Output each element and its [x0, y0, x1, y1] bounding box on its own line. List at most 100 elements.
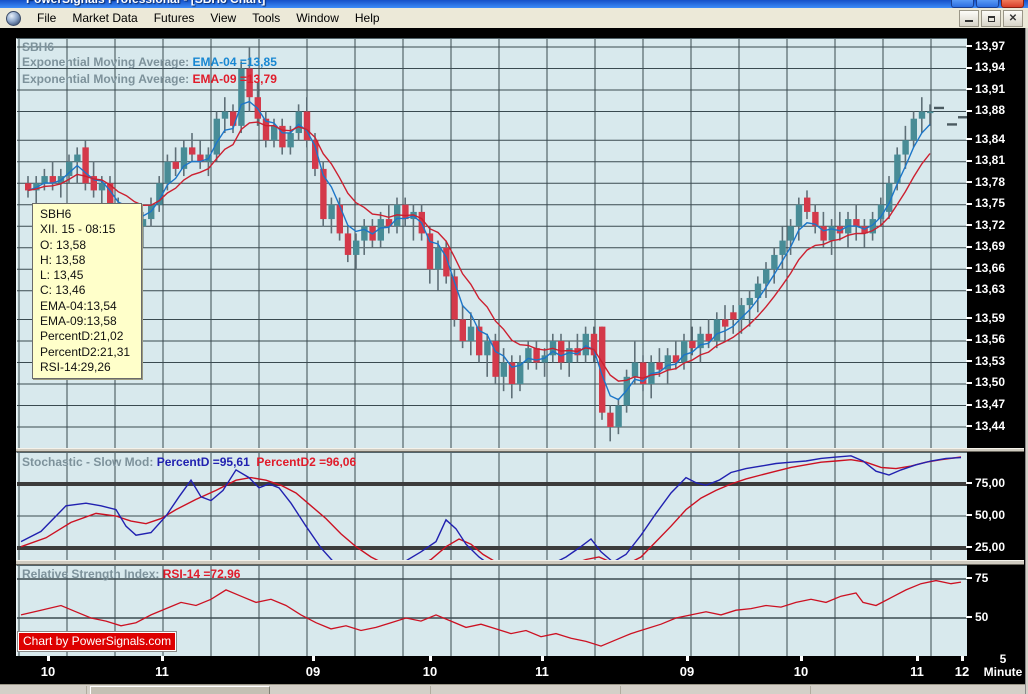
window-right-frame [1025, 28, 1028, 694]
price-tick [966, 381, 972, 384]
ema-slow-header: Exponential Moving Average: EMA-09 =13,7… [22, 72, 277, 86]
scrollbar-divider [620, 686, 621, 694]
menu-items: File Market Data Futures View Tools Window Hel… [29, 11, 388, 25]
price-tick [966, 202, 972, 205]
time-axis-label: 11 [535, 664, 549, 679]
stoch-tick [966, 482, 972, 484]
panel-splitter-top[interactable] [16, 448, 1024, 452]
price-axis-label: 13,75 [975, 196, 1006, 211]
title-bar[interactable]: PowerSignals Professional - [SBH6 Chart] [0, 0, 1028, 8]
tooltip-line: EMA-04:13,54 [40, 298, 117, 313]
price-axis-label: 13,72 [975, 217, 1006, 232]
time-tick [686, 656, 689, 661]
ema-fast-header: Exponential Moving Average: EMA-04 =13,8… [22, 55, 277, 69]
price-axis-label: 13,66 [975, 260, 1006, 275]
chart-area: SBH6 Exponential Moving Average: EMA-04 … [0, 28, 1025, 684]
ema-slow-label: Exponential Moving Average: [22, 72, 190, 86]
candlestick-chart[interactable] [16, 38, 967, 449]
rsi-label: Relative Strength Index: [22, 567, 160, 581]
close-icon: ✕ [1008, 12, 1018, 24]
scrollbar-divider [430, 686, 431, 694]
stoch-axis-label: 25,00 [975, 539, 1006, 554]
data-tooltip: SBH6 XII. 15 - 08:15 O: 13,58 H: 13,58 L: 13… [32, 203, 142, 380]
stoch-axis-label: 75,00 [975, 475, 1006, 490]
menu-item-market-data[interactable]: Market Data [72, 11, 138, 25]
window-minimize-button[interactable] [951, 0, 974, 8]
scrollbar-divider [810, 686, 811, 694]
price-axis-label: 13,88 [975, 103, 1006, 118]
price-axis-label: 13,59 [975, 310, 1006, 325]
price-axis-label: 13,97 [975, 38, 1006, 53]
mdi-close-button[interactable]: ✕ [1003, 10, 1023, 27]
price-axis-label: 13,91 [975, 81, 1006, 96]
price-axis-label: 13,78 [975, 174, 1006, 189]
time-axis-label: 10 [422, 664, 438, 679]
tooltip-line: SBH6 [40, 207, 72, 221]
stochastic-chart[interactable] [16, 452, 967, 561]
minimize-icon [965, 13, 973, 22]
price-tick [966, 317, 972, 320]
price-axis-label: 13,81 [975, 153, 1006, 168]
price-tick [966, 403, 972, 406]
tooltip-line: RSI-14:29,26 [40, 359, 111, 374]
tooltip-line: C: 13,46 [40, 283, 86, 298]
menu-item-view[interactable]: View [210, 11, 237, 25]
price-tick [966, 288, 972, 291]
symbol-label: SBH6 [22, 40, 55, 54]
window-maximize-button[interactable] [976, 0, 999, 8]
stochastic-label: Stochastic - Slow Mod: [22, 455, 154, 469]
time-axis-label: 12 [954, 664, 970, 679]
time-axis-label: 11 [910, 664, 924, 679]
price-axis-label: 13,56 [975, 332, 1006, 347]
window-controls [951, 0, 1024, 8]
price-tick [966, 338, 972, 341]
mdi-restore-button[interactable] [981, 10, 1001, 27]
rsi-header: Relative Strength Index: RSI-14 =72,96 [22, 567, 240, 581]
time-axis-label: 11 [155, 664, 169, 679]
horizontal-scrollbar[interactable] [0, 684, 1025, 694]
menu-item-window[interactable]: Window [296, 11, 339, 25]
time-tick [961, 656, 964, 661]
price-axis-label: 13,94 [975, 60, 1006, 74]
menu-item-help[interactable]: Help [354, 11, 380, 25]
menu-item-tools[interactable]: Tools [252, 11, 281, 25]
rsi-axis-label: 75 [975, 570, 989, 585]
price-tick [966, 109, 972, 112]
price-tick [966, 360, 972, 363]
time-tick [800, 656, 803, 661]
menu-item-file[interactable]: File [37, 11, 57, 25]
price-axis-label: 13,47 [975, 397, 1006, 411]
stoch-tick [966, 546, 972, 548]
scrollbar-divider [86, 686, 87, 694]
price-axis-label: 13,63 [975, 282, 1006, 297]
timeframe-value: 5 [999, 652, 1007, 666]
rsi-axis-label: 50 [975, 609, 989, 624]
ema-slow-value: EMA-09 =13,79 [192, 72, 277, 86]
time-axis-label: 09 [679, 664, 695, 679]
timeframe-label: 5 Minute [980, 653, 1026, 679]
panel-splitter-bottom[interactable] [16, 560, 1024, 565]
window-close-button[interactable] [1001, 0, 1024, 8]
globe-icon [6, 10, 21, 26]
price-tick [966, 267, 972, 270]
time-axis-label: 10 [793, 664, 809, 679]
watermark-label: Chart by PowerSignals.com [16, 631, 178, 652]
tooltip-line: XII. 15 - 08:15 [40, 222, 116, 237]
restore-icon [987, 15, 995, 22]
tooltip-line: EMA-09:13,58 [40, 314, 117, 329]
time-tick [541, 656, 544, 661]
price-tick [966, 45, 972, 47]
rsi-tick [966, 577, 972, 579]
scrollbar-thumb[interactable] [90, 686, 270, 694]
rsi-tick [966, 616, 972, 618]
mdi-minimize-button[interactable] [959, 10, 979, 27]
tooltip-line: O: 13,58 [40, 237, 87, 252]
price-tick [966, 224, 972, 227]
price-axis-label: 13,50 [975, 375, 1006, 390]
menu-item-futures[interactable]: Futures [153, 11, 195, 25]
timeframe-unit: Minute [983, 665, 1023, 679]
tooltip-line: L: 13,45 [40, 268, 84, 283]
tooltip-line: H: 13,58 [40, 252, 86, 267]
time-tick [161, 656, 164, 661]
